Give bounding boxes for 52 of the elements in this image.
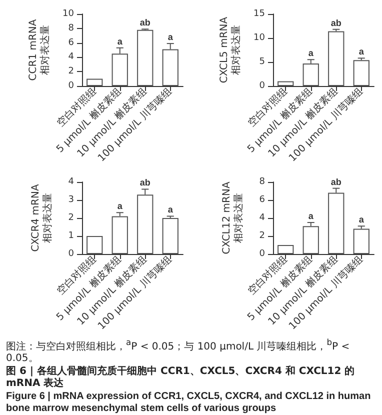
bar [86,78,103,86]
y-tick-label: 4 [259,213,266,223]
y-tick-label: 3 [68,195,74,205]
bar [328,31,344,86]
bar [353,60,370,86]
y-tick-label: 10 [254,33,266,43]
y-tick-label: 0 [68,81,74,91]
data-label: ab [140,18,151,28]
bar [86,236,103,254]
bar [112,216,128,254]
data-label: ab [330,18,342,28]
bar [278,81,294,86]
y-tick-label: 0 [259,81,266,91]
data-label: a [117,201,124,212]
data-label: a [168,32,174,42]
bar [328,192,344,254]
y-axis-title: CXCL5 mRNA 相对表达量 [219,16,242,84]
bar [302,63,319,86]
y-tick-label: 4 [68,52,74,62]
y-axis-title: CCR1 mRNA 相对表达量 [28,19,52,81]
y-tick-label: 6 [259,195,266,205]
data-label: a [358,214,365,225]
y-tick-label: 8 [68,23,74,34]
text: 图注：与空白对照组相比，$^{a}$P < 0.05；与 100 μmol/L 川芎嗪组相比，$^{b}$P < 0.05。 [6,337,350,364]
y-tick-label: 10 [62,9,74,19]
bar [302,226,319,254]
bar [162,218,178,254]
y-tick-label: 0 [259,249,266,259]
data-label: a [308,211,314,221]
y-tick-label: 0 [68,249,74,259]
y-tick-label: 5 [259,57,265,67]
data-label: a [358,46,365,57]
text: Figure 6 | mRNA expression of CCR1, CXCL5, CXCR4, and CXCL12 in human bone marrow mesenchymal stem cells of various groups [6,391,372,414]
data-label: a [308,48,314,58]
y-axis-title: CXCR4 mRNA 相对表达量 [30,184,54,252]
data-label: a [117,36,124,46]
bar [278,245,294,254]
y-tick-label: 2 [259,231,265,241]
y-tick-label: 4 [68,177,74,187]
y-tick-label: 15 [254,9,265,19]
data-label: a [168,204,174,215]
text: 图 6 | 各组人骨髓间充质干细胞中 CCR1、CXCL5、CXCR4 和 CXCL12 的 mRNA 表达 [6,366,356,390]
bar [353,228,370,254]
y-axis-title: CXCL12 mRNA 相对表达量 [222,182,244,254]
y-tick-label: 2 [68,66,74,77]
y-tick-label: 2 [68,213,74,223]
y-tick-label: 1 [68,231,74,241]
bar [137,30,154,86]
y-tick-label: 8 [259,177,266,187]
data-label: ab [330,176,342,187]
data-label: ab [140,178,151,188]
y-tick-label: 6 [68,38,74,48]
